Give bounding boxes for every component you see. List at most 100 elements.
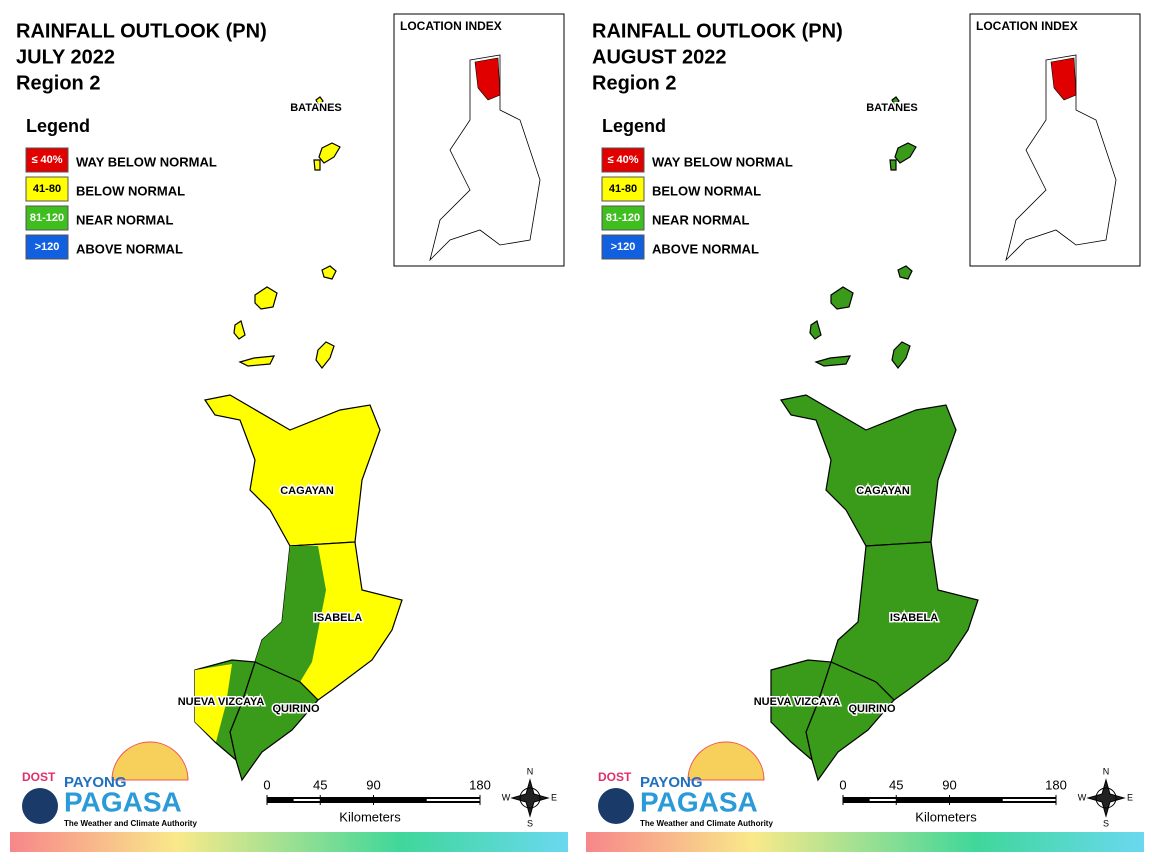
title-line: RAINFALL OUTLOOK (PN) [16, 20, 267, 42]
province-shape [238, 355, 276, 367]
legend-label: BELOW NORMAL [76, 183, 185, 198]
legend-key: 41-80 [609, 183, 637, 195]
province-shape [814, 355, 852, 367]
region-highlight [474, 57, 501, 101]
scale-tick-label: 45 [313, 777, 327, 792]
province-label: BATANES [290, 102, 342, 114]
compass-ring [519, 787, 541, 809]
province-label: QUIRINO [848, 703, 896, 715]
legend-key: 41-80 [33, 183, 61, 195]
province-label: BATANES [866, 102, 918, 114]
logo-brand-top: PAYONG [64, 774, 127, 791]
compass-letter: S [527, 818, 533, 828]
province-shape [897, 265, 913, 280]
title-line: Region 2 [592, 72, 676, 94]
province-shape [315, 96, 324, 108]
legend-swatch [601, 205, 645, 231]
legend-swatch [25, 147, 69, 173]
province-label: NUEVA VIZCAYA [178, 696, 265, 708]
footer-gradient [10, 832, 568, 852]
province-subarea [255, 546, 326, 682]
province-shape [233, 320, 246, 340]
legend-label: WAY BELOW NORMAL [652, 154, 793, 169]
logo-tagline: The Weather and Climate Authority [640, 819, 773, 828]
scale-bar-segment [1002, 799, 1056, 801]
province-shape [318, 142, 341, 164]
compass-letter: N [1103, 766, 1110, 776]
panel: RAINFALL OUTLOOK (PN) JULY 2022 Region 2 LO… [10, 13, 568, 852]
province-shape [889, 159, 897, 171]
province-shape [830, 286, 854, 310]
legend-swatch [25, 234, 69, 260]
logo-agency: DOST [22, 770, 56, 784]
scale-bar-segment [293, 799, 321, 801]
title-line: Region 2 [16, 72, 100, 94]
footer-gradient [586, 832, 1144, 852]
scale-unit: Kilometers [915, 809, 977, 824]
legend-swatch [601, 147, 645, 173]
legend-swatch [25, 176, 69, 202]
scale-tick-label: 0 [263, 777, 270, 792]
logo-agency: DOST [598, 770, 632, 784]
legend-title: Legend [26, 116, 90, 136]
title-line: JULY 2022 [16, 46, 115, 68]
province-label: CAGAYAN [856, 485, 910, 497]
logo-tagline: The Weather and Climate Authority [64, 819, 197, 828]
legend-label: NEAR NORMAL [652, 212, 750, 227]
philippines-outline [429, 54, 541, 262]
compass-letter: E [551, 792, 557, 802]
legend-swatch [25, 205, 69, 231]
title-line: AUGUST 2022 [592, 46, 727, 68]
logo-brand-top: PAYONG [640, 774, 703, 791]
logo-brand: PAGASA [640, 786, 758, 817]
scale-bar-segment [869, 799, 897, 801]
province-shape [315, 341, 335, 369]
province-shape [809, 320, 822, 340]
compass-letter: W [502, 792, 511, 802]
legend-key: ≤ 40% [607, 154, 638, 166]
philippines-outline [1005, 54, 1117, 262]
scale-tick-label: 0 [839, 777, 846, 792]
legend-label: NEAR NORMAL [76, 212, 174, 227]
legend-key: 81-120 [606, 212, 640, 224]
logo-umbrella [687, 741, 765, 781]
scale-tick-label: 180 [469, 777, 491, 792]
province-label: ISABELA [314, 612, 362, 624]
scale-bar-segment [426, 799, 480, 801]
logo-seal [22, 788, 58, 824]
province-shape [254, 286, 278, 310]
compass-letter: W [1078, 792, 1087, 802]
province-label: ISABELA [890, 612, 938, 624]
scale-tick-label: 90 [942, 777, 956, 792]
province-shape [891, 96, 900, 108]
logo-brand: PAGASA [64, 786, 182, 817]
compass-ring [1095, 787, 1117, 809]
panel: RAINFALL OUTLOOK (PN) AUGUST 2022 Region 2… [586, 13, 1144, 852]
province-shape [894, 142, 917, 164]
compass-rose [510, 778, 550, 818]
province-shape [770, 659, 832, 762]
province-label: NUEVA VIZCAYA [754, 696, 841, 708]
province-label: QUIRINO [272, 703, 320, 715]
legend-key: >120 [35, 241, 60, 253]
legend-key: ≤ 40% [31, 154, 62, 166]
legend-key: 81-120 [30, 212, 64, 224]
province-shape [891, 341, 911, 369]
legend-title: Legend [602, 116, 666, 136]
legend-swatch [601, 234, 645, 260]
province-shape [321, 265, 337, 280]
compass-letter: E [1127, 792, 1133, 802]
legend-swatch [601, 176, 645, 202]
compass-letter: N [527, 766, 534, 776]
province-shape [830, 541, 979, 701]
logo-seal [598, 788, 634, 824]
legend-label: ABOVE NORMAL [652, 241, 759, 256]
legend-label: BELOW NORMAL [652, 183, 761, 198]
logo-umbrella [111, 741, 189, 781]
region-highlight [1050, 57, 1077, 101]
scale-tick-label: 45 [889, 777, 903, 792]
province-shape [313, 159, 321, 171]
legend-label: WAY BELOW NORMAL [76, 154, 217, 169]
